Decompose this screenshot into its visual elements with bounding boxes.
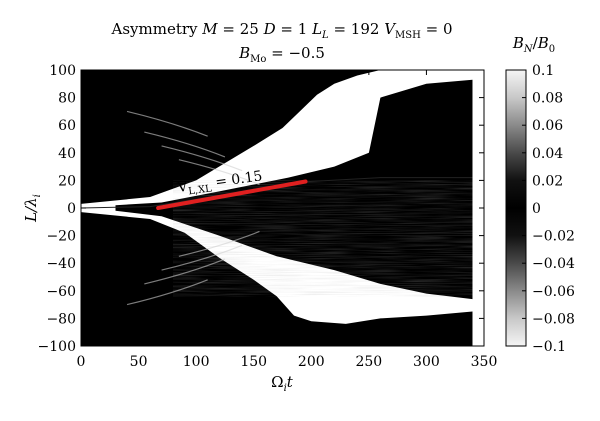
colorbar-label: BN/B0 bbox=[512, 34, 555, 55]
colorbar-tick-label: −0.06 bbox=[532, 284, 575, 300]
x-tick-label: 350 bbox=[471, 354, 498, 370]
y-tick-label: 20 bbox=[58, 173, 76, 189]
x-tick-label: 250 bbox=[355, 354, 382, 370]
colorbar-tick-label: 0 bbox=[532, 201, 541, 217]
chart-title-line1: Asymmetry M = 25 D = 1 LL = 192 VMSH = 0 bbox=[111, 20, 453, 41]
y-tick-label: 60 bbox=[58, 118, 76, 134]
x-tick-label: 300 bbox=[413, 354, 440, 370]
colorbar-tick-label: −0.08 bbox=[532, 311, 575, 327]
y-tick-label: 0 bbox=[67, 201, 76, 217]
colorbar-tick-label: 0.04 bbox=[532, 146, 563, 162]
heatmap-streak bbox=[178, 159, 260, 186]
velocity-fit-line bbox=[156, 179, 308, 210]
colorbar: 0.1 0.08 0.06 0.04 0.02 0 −0.02 −0.04 −0.06 −0.08… bbox=[505, 63, 575, 355]
heatmap-streak bbox=[178, 230, 260, 257]
x-tick-label: 200 bbox=[298, 354, 325, 370]
y-tick-label: −60 bbox=[46, 284, 76, 300]
y-axis: −100 −80 −60 −40 −20 0 20 40 60 80 100 bbox=[38, 63, 484, 355]
heatmap-streak bbox=[144, 258, 226, 285]
colorbar-tick-label: −0.02 bbox=[532, 229, 575, 245]
y-tick-label: 80 bbox=[58, 91, 76, 107]
x-axis: 0 50 100 150 200 250 300 350 bbox=[77, 70, 498, 370]
y-tick-label: −40 bbox=[46, 256, 76, 272]
heatmap-streak bbox=[161, 244, 243, 271]
colorbar-tick-label: 0.08 bbox=[532, 91, 563, 107]
x-tick-label: 50 bbox=[130, 354, 148, 370]
heatmap-streak bbox=[144, 131, 226, 158]
heatmap-jet-region bbox=[81, 70, 473, 324]
colorbar-tick-label: 0.1 bbox=[532, 63, 554, 79]
chart-title-line2: BMo = −0.5 bbox=[238, 44, 325, 65]
y-axis-label: L/λi bbox=[22, 194, 43, 223]
heatmap-streak bbox=[126, 279, 208, 306]
colorbar-tick-label: 0.02 bbox=[532, 173, 563, 189]
y-tick-label: 40 bbox=[58, 146, 76, 162]
heatmap-streak bbox=[161, 145, 243, 172]
colorbar-tick-label: −0.1 bbox=[532, 339, 566, 355]
y-tick-label: −20 bbox=[46, 229, 76, 245]
heatmap-streak bbox=[126, 110, 208, 137]
x-axis-label: Ωit bbox=[271, 373, 294, 394]
heatmap-texture bbox=[173, 180, 473, 297]
x-tick-label: 0 bbox=[77, 354, 86, 370]
y-tick-label: −80 bbox=[46, 311, 76, 327]
y-tick-label: 100 bbox=[49, 63, 76, 79]
heatmap-image bbox=[81, 70, 484, 346]
velocity-annotation: VL,XL = 0.15 bbox=[156, 168, 308, 210]
y-tick-label: −100 bbox=[38, 339, 76, 355]
colorbar-tick-label: −0.04 bbox=[532, 256, 575, 272]
velocity-label: VL,XL = 0.15 bbox=[175, 168, 263, 199]
x-tick-label: 150 bbox=[240, 354, 267, 370]
colorbar-tick-label: 0.06 bbox=[532, 118, 563, 134]
x-tick-label: 100 bbox=[183, 354, 210, 370]
